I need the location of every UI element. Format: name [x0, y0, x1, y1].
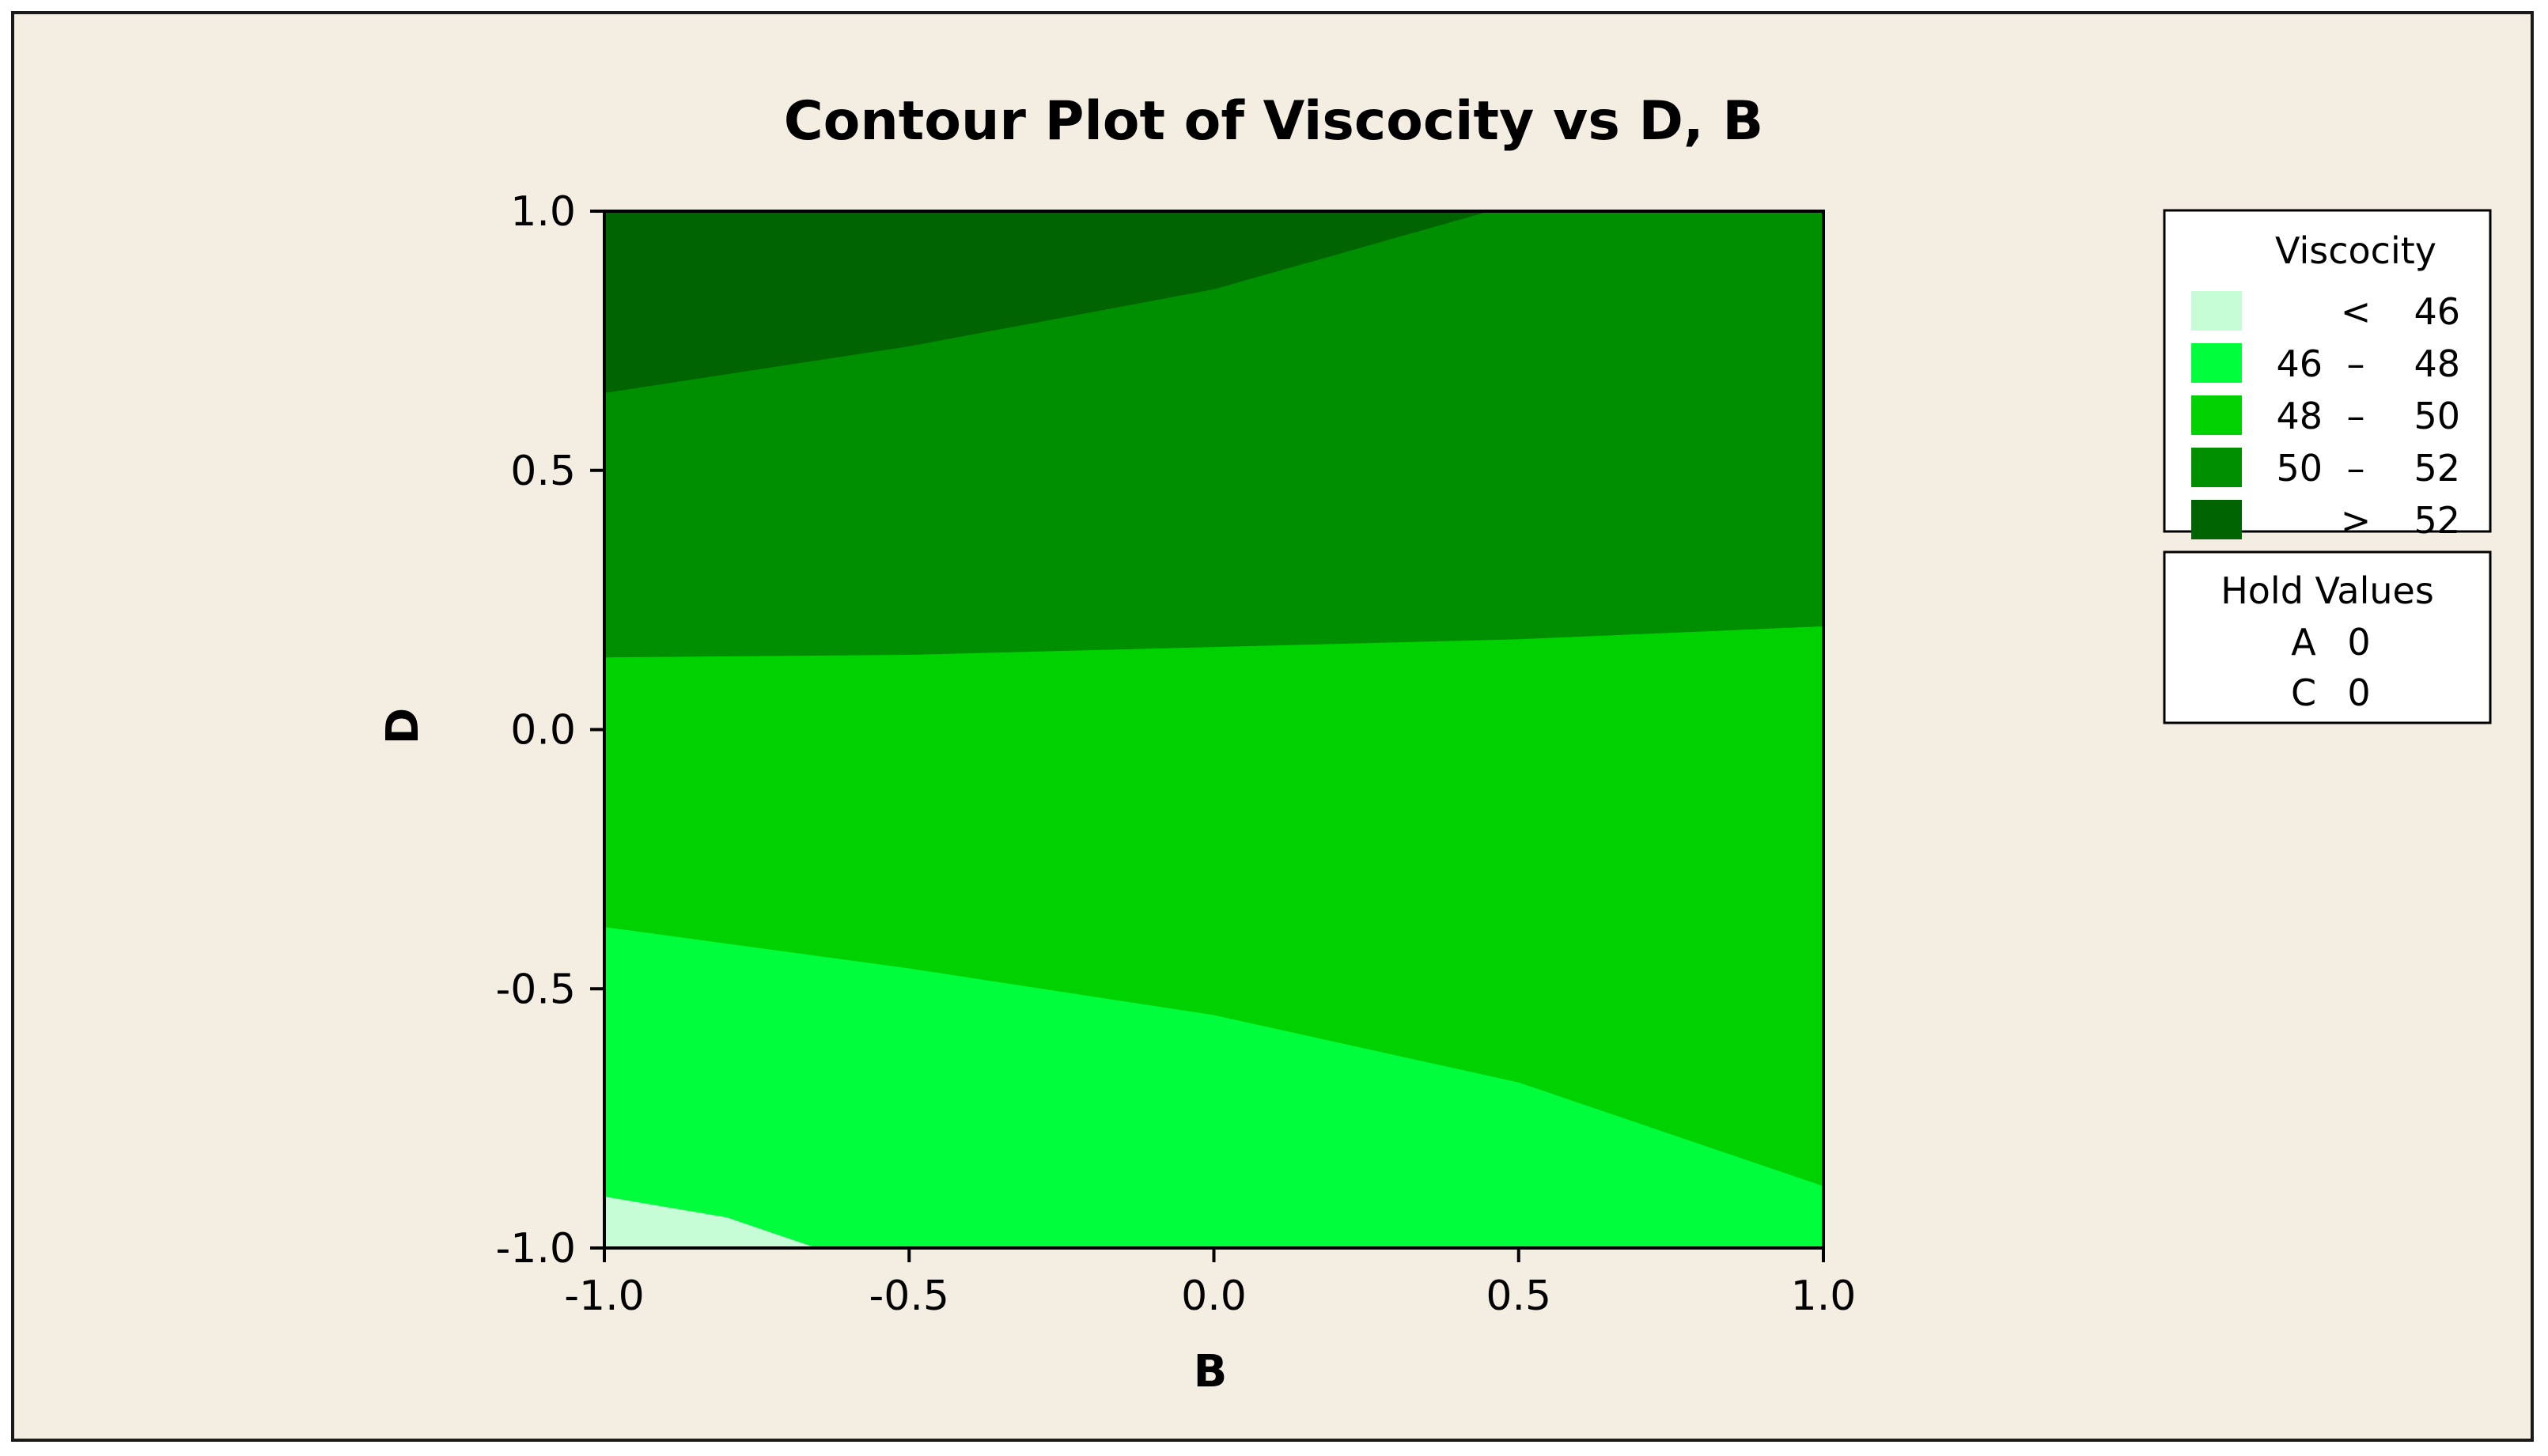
legend-separator: > — [2341, 499, 2372, 542]
hold-value-number: 0 — [2347, 671, 2370, 714]
chart-title: Contour Plot of Viscocity vs D, B — [784, 90, 1764, 153]
legend-high-value: 52 — [2414, 499, 2460, 542]
y-axis: -1.0 -0.5 0.0 0.5 1.0 — [496, 188, 604, 1273]
y-tick-label: 1.0 — [510, 188, 576, 236]
legend-title: Viscocity — [2275, 229, 2436, 272]
chart-frame: Contour Plot of Viscocity vs D, B -1.0 -0… — [11, 11, 2534, 1442]
hold-values-items: A 0C 0 — [2291, 621, 2371, 714]
y-axis-label: D — [377, 708, 429, 744]
legend-separator: < — [2341, 290, 2372, 333]
legend-low-value: 50 — [2276, 447, 2323, 490]
legend-separator: – — [2347, 395, 2365, 437]
legend-high-value: 48 — [2414, 342, 2460, 385]
legend-swatch — [2191, 343, 2242, 383]
hold-value-number: 0 — [2347, 621, 2370, 664]
legend-low-value: 48 — [2276, 395, 2323, 437]
hold-value-name: C — [2291, 671, 2316, 714]
y-tick-label: -0.5 — [496, 966, 576, 1013]
legend-swatch — [2191, 291, 2242, 331]
x-tick-label: 0.0 — [1181, 1273, 1247, 1320]
y-tick-label: 0.5 — [510, 448, 576, 495]
hold-values-border — [2163, 550, 2492, 724]
legend-separator: – — [2347, 447, 2365, 490]
x-tick-label: -0.5 — [869, 1273, 949, 1320]
legend-high-value: 52 — [2414, 447, 2460, 490]
legend-swatch — [2191, 448, 2242, 487]
legend-high-value: 46 — [2414, 290, 2460, 333]
hold-value-name: A — [2291, 621, 2316, 664]
contour-chart: Contour Plot of Viscocity vs D, B -1.0 -0… — [377, 90, 2492, 1397]
legend-separator: – — [2347, 342, 2365, 385]
y-tick-label: 0.0 — [510, 707, 576, 754]
y-tick-label: -1.0 — [496, 1225, 576, 1273]
x-tick-label: 1.0 — [1791, 1273, 1857, 1320]
legend-swatch — [2191, 500, 2242, 539]
legend-low-value: 46 — [2276, 342, 2323, 385]
contour-regions — [604, 210, 1824, 1249]
x-axis-label: B — [1194, 1346, 1228, 1397]
hold-values-title: Hold Values — [2221, 569, 2434, 612]
x-tick-label: 0.5 — [1486, 1273, 1551, 1320]
x-tick-label: -1.0 — [564, 1273, 644, 1320]
legend-swatch — [2191, 395, 2242, 435]
hold-values-box: Hold Values A 0C 0 — [2163, 550, 2492, 724]
x-axis: -1.0 -0.5 0.0 0.5 1.0 — [564, 1248, 1856, 1320]
legend-high-value: 50 — [2414, 395, 2460, 437]
